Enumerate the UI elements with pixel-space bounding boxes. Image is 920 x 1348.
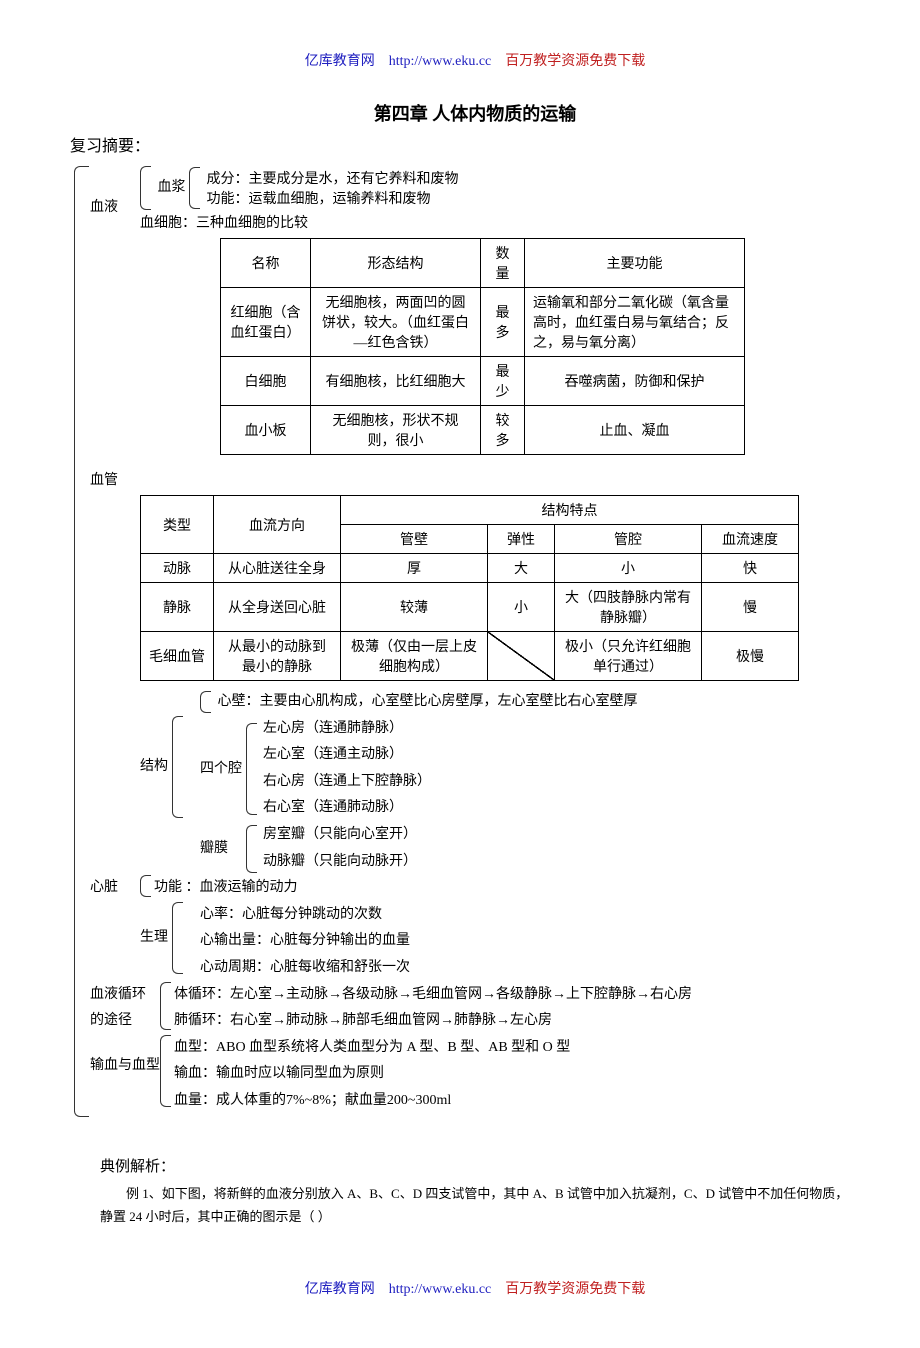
th-function: 主要功能 [525,239,745,288]
th-wall: 管壁 [341,525,488,554]
cell: 静脉 [141,583,214,632]
physio-rate: 心率：心脏每分钟跳动的次数 [200,902,410,929]
valve-arterial: 动脉瓣（只能向动脉开） [263,849,417,876]
table-row: 白细胞 有细胞核，比红细胞大 最少 吞噬病菌，防御和保护 [221,357,745,406]
th-speed: 血流速度 [702,525,799,554]
table-row: 红细胞（含血红蛋白） 无细胞核，两面凹的圆饼状，较大。（血红蛋白—红色含铁） 最… [221,288,745,357]
chamber-rv: 右心室（连通肺动脉） [263,795,431,822]
table-row: 动脉 从心脏送往全身 厚 大 小 快 [141,554,799,583]
cell: 从全身送回心脏 [214,583,341,632]
chamber-ra: 右心房（连通上下腔静脉） [263,769,431,796]
blood-cells-table: 名称 形态结构 数量 主要功能 红细胞（含血红蛋白） 无细胞核，两面凹的圆饼状，… [220,238,745,455]
table-row: 毛细血管 从最小的动脉到最小的静脉 极薄（仅由一层上皮细胞构成） 极小（只允许红… [141,632,799,681]
th-type: 类型 [141,496,214,554]
cell: 毛细血管 [141,632,214,681]
pulmonary-circulation: 肺循环：右心室→肺动脉→肺部毛细血管网→肺静脉→左心房 [174,1008,692,1035]
cell: 血小板 [221,406,311,455]
chamber-lv: 左心室（连通主动脉） [263,742,431,769]
physio-cycle: 心动周期：心脏每收缩和舒张一次 [200,955,410,982]
transfusion-rule: 输血：输血时应以输同型血为原则 [174,1061,570,1088]
page-footer: 亿库教育网 http://www.eku.cc 百万教学资源免费下载 [100,1278,850,1298]
th-direction: 血流方向 [214,496,341,554]
page-header: 亿库教育网 http://www.eku.cc 百万教学资源免费下载 [100,50,850,70]
cell: 极薄（仅由一层上皮细胞构成） [341,632,488,681]
footer-url: http://www.eku.cc [389,1282,492,1297]
cell: 较多 [481,406,525,455]
cell: 最少 [481,357,525,406]
outline-brace [74,166,88,1115]
cell: 最多 [481,288,525,357]
th-shape: 形态结构 [311,239,481,288]
blood-type: 血型：ABO 血型系统将人类血型分为 A 型、B 型、AB 型和 O 型 [174,1035,570,1062]
footer-brand: 亿库教育网 [305,1282,375,1297]
cell: 动脉 [141,554,214,583]
th-structure: 结构特点 [341,496,799,525]
heart-wall: 心壁：主要由心肌构成，心室壁比心房壁厚，左心室壁比右心室壁厚 [218,694,638,709]
cell: 慢 [702,583,799,632]
cell: 从最小的动脉到最小的静脉 [214,632,341,681]
vessel-table: 类型 血流方向 结构特点 管壁 弹性 管腔 血流速度 动脉 从心脏送往全身 厚 … [140,495,799,681]
cell: 无细胞核，两面凹的圆饼状，较大。（血红蛋白—红色含铁） [311,288,481,357]
example-heading: 典例解析： [100,1155,850,1176]
th-lumen: 管腔 [555,525,702,554]
th-count: 数量 [481,239,525,288]
blood-label: 血液 [90,166,140,216]
chamber-la: 左心房（连通肺静脉） [263,716,431,743]
cell: 有细胞核，比红细胞大 [311,357,481,406]
heart-chambers-label: 四个腔 [200,761,242,776]
table-row: 名称 形态结构 数量 主要功能 [221,239,745,288]
table-row: 类型 血流方向 结构特点 [141,496,799,525]
heart-label: 心脏 [90,875,140,902]
header-tagline: 百万教学资源免费下载 [505,54,645,69]
cell: 止血、凝血 [525,406,745,455]
cell: 大 [488,554,555,583]
cell: 从心脏送往全身 [214,554,341,583]
heart-valves-label: 瓣膜 [200,841,228,856]
cell: 小 [488,583,555,632]
table-row: 静脉 从全身送回心脏 较薄 小 大（四肢静脉内常有静脉瓣） 慢 [141,583,799,632]
cell: 吞噬病菌，防御和保护 [525,357,745,406]
cell: 红细胞（含血红蛋白） [221,288,311,357]
heart-structure-label: 结构 [140,759,168,774]
blood-cells-intro: 血细胞：三种血细胞的比较 [140,212,850,232]
heart-physio-label: 生理 [140,930,168,945]
valve-av: 房室瓣（只能向心室开） [263,822,417,849]
physio-output: 心输出量：心脏每分钟输出的血量 [200,928,410,955]
table-row: 血小板 无细胞核，形状不规则，很小 较多 止血、凝血 [221,406,745,455]
cell: 快 [702,554,799,583]
circulation-label-2: 的途径 [90,1008,160,1035]
heart-function: 功能 ：血液运输的动力 [154,875,298,902]
cell: 大（四肢静脉内常有静脉瓣） [555,583,702,632]
circulation-label-1: 血液循环 [90,982,160,1009]
cell-diagonal [488,632,555,681]
th-name: 名称 [221,239,311,288]
cell: 极小（只允许红细胞单行通过） [555,632,702,681]
plasma-function: 功能：运载血细胞，运输养料和废物 [207,188,459,208]
cell: 厚 [341,554,488,583]
cell: 白细胞 [221,357,311,406]
footer-tagline: 百万教学资源免费下载 [505,1282,645,1297]
cell: 无细胞核，形状不规则，很小 [311,406,481,455]
systemic-circulation: 体循环：左心室→主动脉→各级动脉→毛细血管网→各级静脉→上下腔静脉→右心房 [174,982,692,1009]
example-text: 例 1、如下图，将新鲜的血液分别放入 A、B、C、D 四支试管中，其中 A、B … [100,1182,850,1229]
plasma-label: 血浆 [158,180,186,195]
plasma-composition: 成分：主要成分是水，还有它养料和废物 [207,168,459,188]
cell: 极慢 [702,632,799,681]
chapter-title: 第四章 人体内物质的运输 [100,100,850,126]
blood-volume: 血量：成人体重的7%~8%；献血量200~300ml [174,1088,570,1115]
cell: 较薄 [341,583,488,632]
review-summary-label: 复习摘要： [70,132,850,156]
header-url: http://www.eku.cc [389,54,492,69]
vessel-label: 血管 [90,469,850,489]
cell: 运输氧和部分二氧化碳（氧含量高时，血红蛋白易与氧结合；反之，易与氧分离） [525,288,745,357]
brand: 亿库教育网 [305,54,375,69]
th-elastic: 弹性 [488,525,555,554]
cell: 小 [555,554,702,583]
transfusion-label: 输血与血型 [90,1058,160,1073]
